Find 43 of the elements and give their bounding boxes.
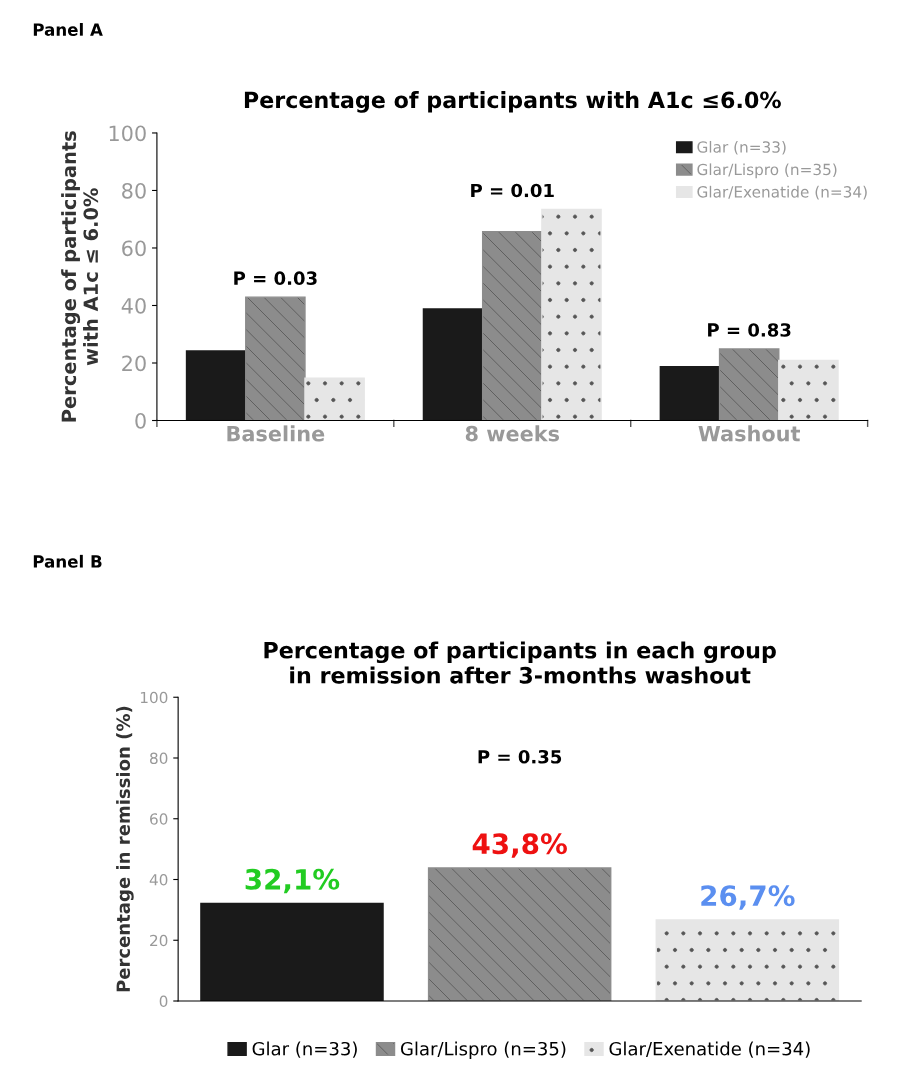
data-label: 43,8% — [472, 833, 567, 858]
y-axis-title: Percentage of participants with A1c ≤ 6.0% — [61, 131, 99, 422]
legend-label: Glar/Exenatide (n=34) — [697, 185, 867, 200]
text: Panel B — [33, 554, 102, 568]
legend-label: Glar (n=33) — [252, 1041, 357, 1058]
annotation: P = 0.83 — [708, 323, 791, 337]
y-tick-label: 40 — [121, 297, 146, 314]
y-tick-label: 100 — [109, 125, 146, 142]
bar — [422, 308, 484, 421]
y-tick-label: 80 — [150, 752, 168, 765]
bar — [304, 377, 365, 421]
y-tick-label: 20 — [150, 934, 168, 947]
bar — [481, 230, 543, 421]
annotation: P = 0.03 — [234, 271, 317, 286]
annotation: P = 0.35 — [478, 749, 562, 764]
legend-label: Glar/Lispro (n=35) — [400, 1041, 566, 1060]
x-tick-label: Baseline — [227, 425, 325, 442]
data-label: 32,1% — [245, 868, 340, 894]
bar — [245, 296, 306, 421]
legend-label: Glar/Exenatide (n=34) — [609, 1041, 810, 1058]
bar — [778, 359, 839, 421]
y-tick-label: 0 — [135, 412, 146, 429]
y-tick-label: 40 — [149, 873, 168, 886]
chart-title: Percentage of participants with A1c ≤6.0% — [244, 91, 781, 113]
y-tick-label: 100 — [140, 691, 168, 704]
bar — [185, 350, 247, 421]
y-axis-title: Percentage in remission (%) — [116, 706, 134, 992]
y-tick-label: 60 — [150, 813, 168, 825]
bar — [541, 208, 602, 421]
data-label: 26,7% — [701, 885, 795, 910]
bar — [718, 348, 780, 421]
y-tick-label: 60 — [122, 240, 146, 257]
legend-label: Glar/Lispro (n=35) — [697, 163, 837, 179]
bar — [659, 366, 721, 421]
annotation: P = 0.01 — [471, 183, 554, 198]
y-tick-label: 20 — [122, 355, 146, 372]
text: Panel A — [33, 23, 103, 36]
y-tick-label: 80 — [122, 182, 146, 199]
chart-title: Percentage of participants in each group in remission after 3-months washout — [264, 641, 776, 684]
legend-label: Glar (n=33) — [697, 140, 786, 155]
x-tick-label: Washout — [698, 425, 800, 442]
x-tick-label: 8 weeks — [465, 425, 560, 442]
y-tick-label: 0 — [159, 995, 168, 1008]
